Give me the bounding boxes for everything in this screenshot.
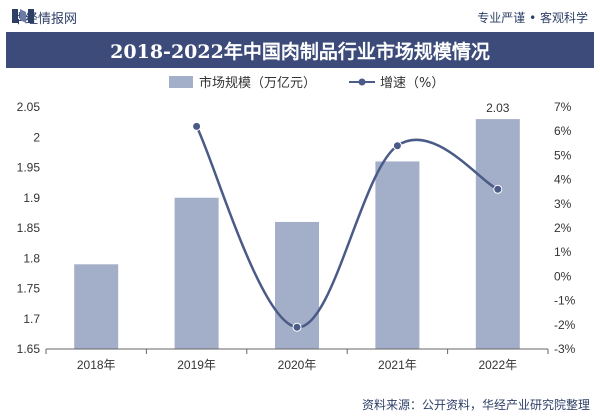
y-right-tick-label: -3% [554,342,576,356]
bar [375,161,420,349]
y-right-tick-label: 2% [554,221,572,235]
y-right-tick-label: 4% [554,173,572,187]
y-left-tick-label: 2 [33,130,40,144]
legend-marker-line [358,78,366,86]
chart-title: 2018-2022年中国肉制品行业市场规模情况 [6,32,594,68]
x-tick-label: 2021年 [378,358,417,372]
growth-point [292,322,302,332]
brand: 华经情报网 [12,8,77,27]
y-right-tick-label: 1% [554,245,572,259]
growth-point [192,121,202,131]
x-tick-label: 2018年 [77,358,116,372]
growth-point [493,184,503,194]
top-bar: 华经情报网 专业严谨 • 客观科学 [0,0,600,32]
y-right-tick-label: 0% [554,269,572,283]
bar-data-label: 2.03 [486,101,510,115]
y-left-tick-label: 1.95 [17,161,41,175]
legend-label-line: 增速（%） [380,76,444,91]
tagline: 专业严谨 • 客观科学 [477,11,588,25]
y-left-tick-label: 1.9 [23,191,40,205]
y-right-tick-label: 3% [554,197,572,211]
x-tick-label: 2020年 [278,358,317,372]
y-right-tick-label: -2% [554,318,576,332]
y-left-tick-label: 1.8 [23,251,40,265]
x-tick-label: 2022年 [478,358,517,372]
x-tick-label: 2019年 [177,358,216,372]
logo-icon [12,9,34,23]
legend-label-bar: 市场规模（万亿元） [199,75,316,91]
y-left-tick-label: 1.75 [17,282,41,296]
bar [174,197,219,349]
y-left-tick-label: 1.85 [17,221,41,235]
legend-swatch-bar [169,76,193,88]
y-left-tick-label: 1.65 [17,342,41,356]
y-right-tick-label: 6% [554,124,572,138]
source-note: 资料来源：公开资料，华经产业研究院整理 [361,398,590,412]
y-right-tick-label: 5% [554,148,572,162]
y-left-tick-label: 2.05 [17,100,41,114]
y-left-tick-label: 1.7 [23,312,40,326]
growth-line [195,125,499,329]
chart-panel: 市场规模（万亿元） 增速（%） 2.03 2018年 2019年 2020年 2021年 20… [6,68,594,414]
bar [74,264,119,349]
bar [475,119,520,349]
y-right-tick-label: 7% [554,100,572,114]
growth-point [392,141,402,151]
y-right-tick-label: -1% [554,294,576,308]
